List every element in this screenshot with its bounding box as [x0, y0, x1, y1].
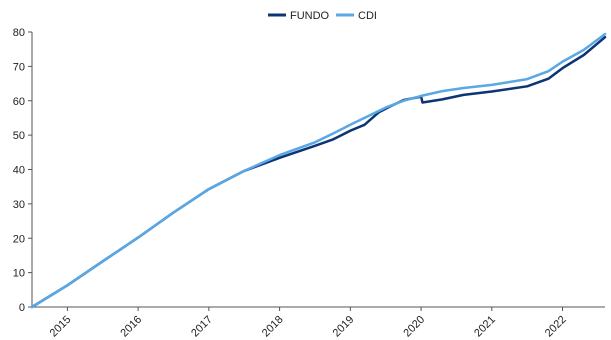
y-tick-label: 10	[13, 268, 25, 280]
y-tick-label: 80	[13, 27, 25, 39]
series-line-cdi	[30, 32, 607, 309]
y-tick-label: 30	[13, 199, 25, 211]
legend-label-cdi: CDI	[358, 10, 377, 22]
x-tick-label: 2015	[48, 314, 74, 340]
y-tick-label: 40	[13, 165, 25, 177]
x-tick-label: 2021	[472, 314, 498, 340]
series-line-fundo	[30, 35, 607, 309]
x-tick-label: 2020	[401, 314, 427, 340]
y-tick-label: 60	[13, 96, 25, 108]
legend: FUNDO CDI	[268, 10, 377, 22]
x-tick-label: 2017	[189, 314, 215, 340]
y-tick-label: 70	[13, 61, 25, 73]
y-tick-label: 20	[13, 233, 25, 245]
legend-label-fundo: FUNDO	[290, 10, 330, 22]
series-layer	[30, 32, 607, 309]
x-tick-label: 2022	[543, 314, 569, 340]
x-axis: 2015 2016 2017 2018 2019 2020 2021 2022	[32, 306, 605, 340]
y-tick-label: 50	[13, 130, 25, 142]
y-axis: 0 10 20 30 40 50 60 70 80	[13, 27, 33, 314]
x-tick-label: 2018	[260, 314, 286, 340]
x-tick-label: 2016	[118, 314, 144, 340]
y-tick-label: 0	[19, 302, 25, 314]
x-tick-label: 2019	[331, 314, 357, 340]
